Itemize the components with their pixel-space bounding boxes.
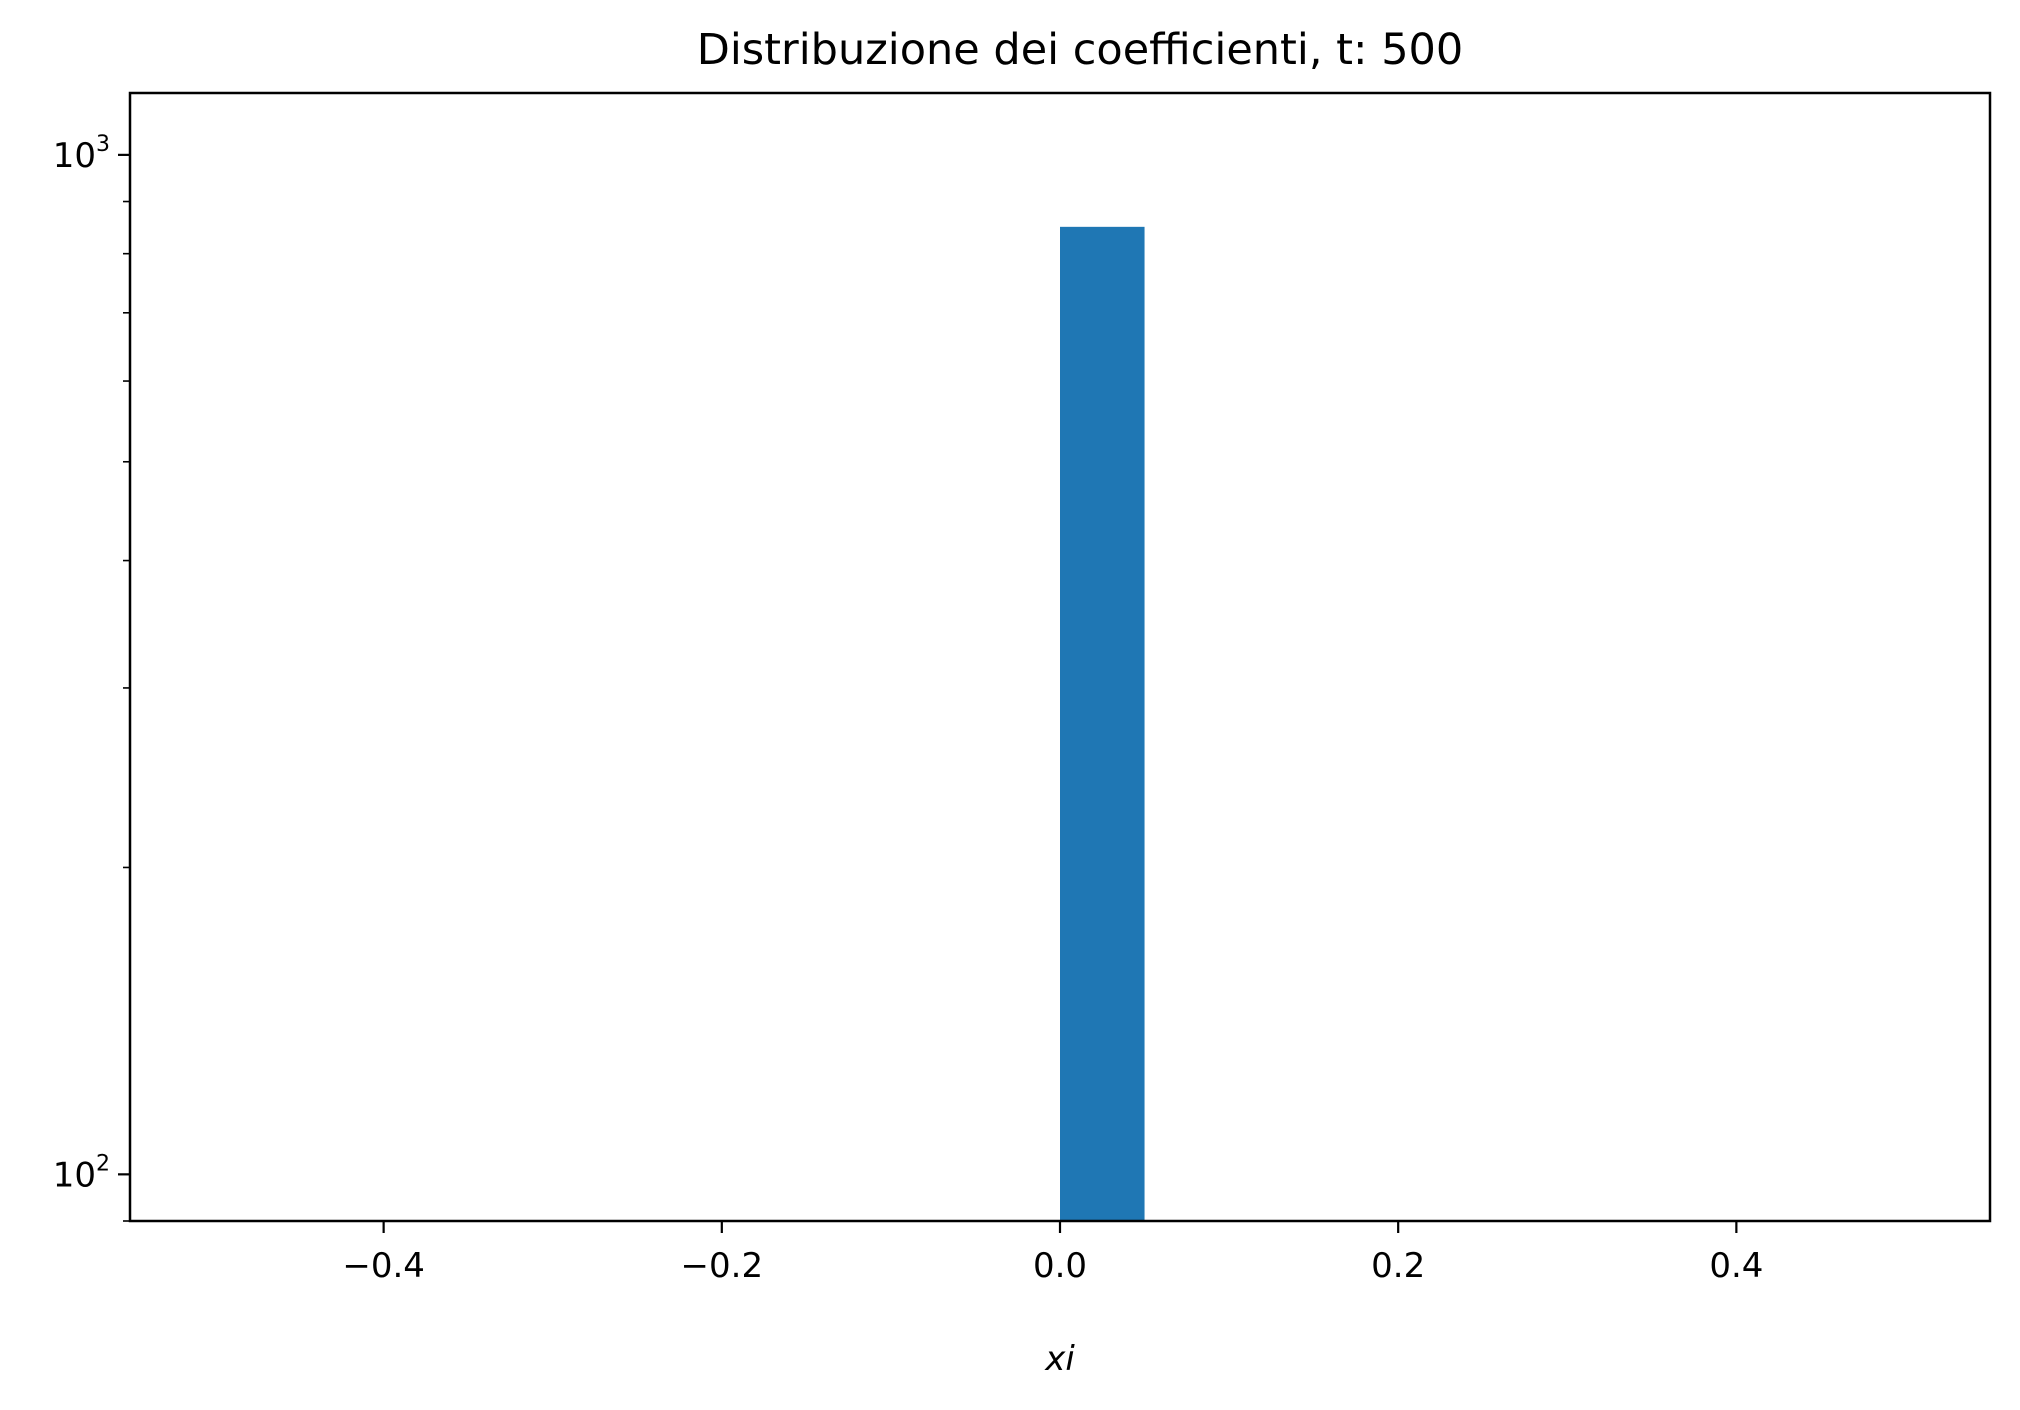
- y-tick-label-0: 102: [53, 1151, 110, 1195]
- x-tick-label-3: 0.2: [1371, 1246, 1425, 1286]
- x-axis-label: xi: [1044, 1339, 1075, 1379]
- x-tick-label-2: 0.0: [1033, 1246, 1087, 1286]
- histogram-bar-0: [1060, 226, 1145, 1221]
- chart-title: Distribuzione dei coefficienti, t: 500: [697, 25, 1464, 75]
- y-axis: 102 103: [53, 132, 130, 1222]
- x-tick-label-4: 0.4: [1709, 1246, 1763, 1286]
- x-axis: −0.4 −0.2 0.0 0.2 0.4: [342, 1221, 1763, 1286]
- x-tick-label-1: −0.2: [681, 1246, 764, 1286]
- bars-group: [1060, 226, 1145, 1221]
- y-tick-label-1: 103: [53, 132, 110, 176]
- x-tick-label-0: −0.4: [342, 1246, 425, 1286]
